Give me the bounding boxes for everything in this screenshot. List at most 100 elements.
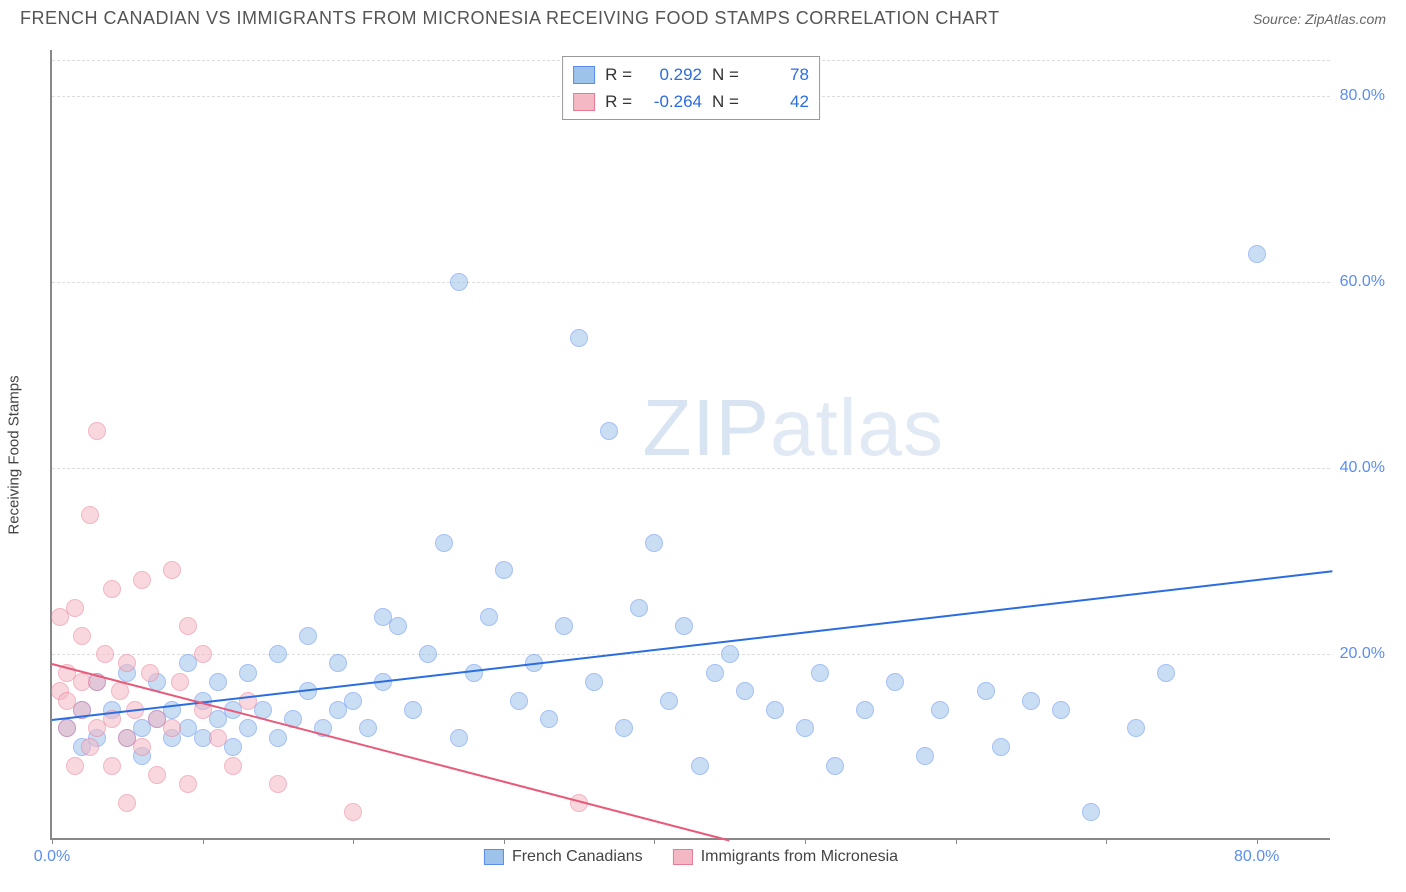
data-point <box>916 747 934 765</box>
watermark-bold: ZIP <box>643 383 770 472</box>
y-tick-label: 60.0% <box>1340 273 1385 291</box>
data-point <box>163 561 181 579</box>
data-point <box>450 273 468 291</box>
scatter-plot: ZIPatlas R =0.292N =78R =-0.264N =42 Fre… <box>50 50 1330 840</box>
data-point <box>404 701 422 719</box>
data-point <box>811 664 829 682</box>
data-point <box>480 608 498 626</box>
legend-item: Immigrants from Micronesia <box>673 848 898 866</box>
data-point <box>299 627 317 645</box>
data-point <box>600 422 618 440</box>
x-tick <box>504 838 505 844</box>
legend-swatch <box>573 66 595 84</box>
data-point <box>736 682 754 700</box>
data-point <box>148 766 166 784</box>
data-point <box>856 701 874 719</box>
x-tick-label: 0.0% <box>34 848 70 866</box>
gridline <box>52 468 1330 469</box>
data-point <box>96 645 114 663</box>
data-point <box>826 757 844 775</box>
trend-line <box>52 570 1332 721</box>
data-point <box>73 627 91 645</box>
n-value: 78 <box>749 61 809 88</box>
chart-header: FRENCH CANADIAN VS IMMIGRANTS FROM MICRO… <box>0 0 1406 35</box>
data-point <box>540 710 558 728</box>
data-point <box>675 617 693 635</box>
data-point <box>269 775 287 793</box>
data-point <box>179 617 197 635</box>
data-point <box>81 738 99 756</box>
data-point <box>1052 701 1070 719</box>
data-point <box>691 757 709 775</box>
correlation-legend: R =0.292N =78R =-0.264N =42 <box>562 56 820 120</box>
data-point <box>103 757 121 775</box>
data-point <box>886 673 904 691</box>
data-point <box>570 329 588 347</box>
data-point <box>1127 719 1145 737</box>
legend-label: Immigrants from Micronesia <box>701 848 898 866</box>
legend-item: French Canadians <box>484 848 643 866</box>
data-point <box>510 692 528 710</box>
x-tick <box>353 838 354 844</box>
legend-swatch <box>673 849 693 865</box>
chart-title: FRENCH CANADIAN VS IMMIGRANTS FROM MICRO… <box>20 8 1000 29</box>
data-point <box>141 664 159 682</box>
gridline <box>52 654 1330 655</box>
legend-swatch <box>484 849 504 865</box>
data-point <box>1248 245 1266 263</box>
r-value: 0.292 <box>642 61 702 88</box>
data-point <box>660 692 678 710</box>
data-point <box>118 654 136 672</box>
data-point <box>269 645 287 663</box>
n-label: N = <box>712 88 739 115</box>
watermark: ZIPatlas <box>643 382 944 474</box>
data-point <box>344 692 362 710</box>
data-point <box>435 534 453 552</box>
data-point <box>419 645 437 663</box>
y-tick-label: 80.0% <box>1340 87 1385 105</box>
x-tick <box>203 838 204 844</box>
data-point <box>194 645 212 663</box>
watermark-thin: atlas <box>770 383 944 472</box>
gridline <box>52 282 1330 283</box>
data-point <box>1022 692 1040 710</box>
data-point <box>269 729 287 747</box>
y-tick-label: 20.0% <box>1340 645 1385 663</box>
data-point <box>103 580 121 598</box>
data-point <box>1157 664 1175 682</box>
data-point <box>58 719 76 737</box>
data-point <box>209 673 227 691</box>
data-point <box>163 719 181 737</box>
data-point <box>796 719 814 737</box>
chart-area: Receiving Food Stamps ZIPatlas R =0.292N… <box>50 50 1390 860</box>
data-point <box>706 664 724 682</box>
data-point <box>81 506 99 524</box>
series-legend: French Canadians Immigrants from Micrones… <box>484 848 898 866</box>
x-tick <box>52 838 53 844</box>
n-label: N = <box>712 61 739 88</box>
data-point <box>239 692 257 710</box>
data-point <box>133 738 151 756</box>
data-point <box>1082 803 1100 821</box>
data-point <box>66 757 84 775</box>
data-point <box>615 719 633 737</box>
r-value: -0.264 <box>642 88 702 115</box>
data-point <box>495 561 513 579</box>
data-point <box>450 729 468 747</box>
r-label: R = <box>605 61 632 88</box>
y-tick-label: 40.0% <box>1340 459 1385 477</box>
data-point <box>389 617 407 635</box>
x-tick <box>805 838 806 844</box>
data-point <box>585 673 603 691</box>
data-point <box>239 719 257 737</box>
x-tick-label: 80.0% <box>1234 848 1279 866</box>
x-tick <box>1106 838 1107 844</box>
data-point <box>88 422 106 440</box>
data-point <box>171 673 189 691</box>
data-point <box>111 682 129 700</box>
data-point <box>555 617 573 635</box>
source-attribution: Source: ZipAtlas.com <box>1253 11 1386 27</box>
data-point <box>118 794 136 812</box>
data-point <box>992 738 1010 756</box>
data-point <box>721 645 739 663</box>
